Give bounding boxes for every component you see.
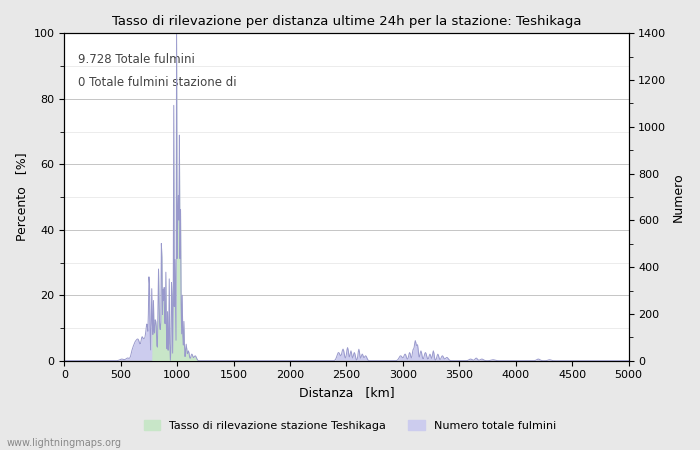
Legend: Tasso di rilevazione stazione Teshikaga, Numero totale fulmini: Tasso di rilevazione stazione Teshikaga,… [139, 416, 561, 436]
Title: Tasso di rilevazione per distanza ultime 24h per la stazione: Teshikaga: Tasso di rilevazione per distanza ultime… [112, 15, 581, 28]
Text: 0 Totale fulmini stazione di: 0 Totale fulmini stazione di [78, 76, 237, 89]
Text: 9.728 Totale fulmini: 9.728 Totale fulmini [78, 53, 195, 66]
Text: www.lightningmaps.org: www.lightningmaps.org [7, 438, 122, 448]
X-axis label: Distanza   [km]: Distanza [km] [299, 386, 394, 399]
Y-axis label: Numero: Numero [672, 172, 685, 222]
Y-axis label: Percento   [%]: Percento [%] [15, 153, 28, 241]
